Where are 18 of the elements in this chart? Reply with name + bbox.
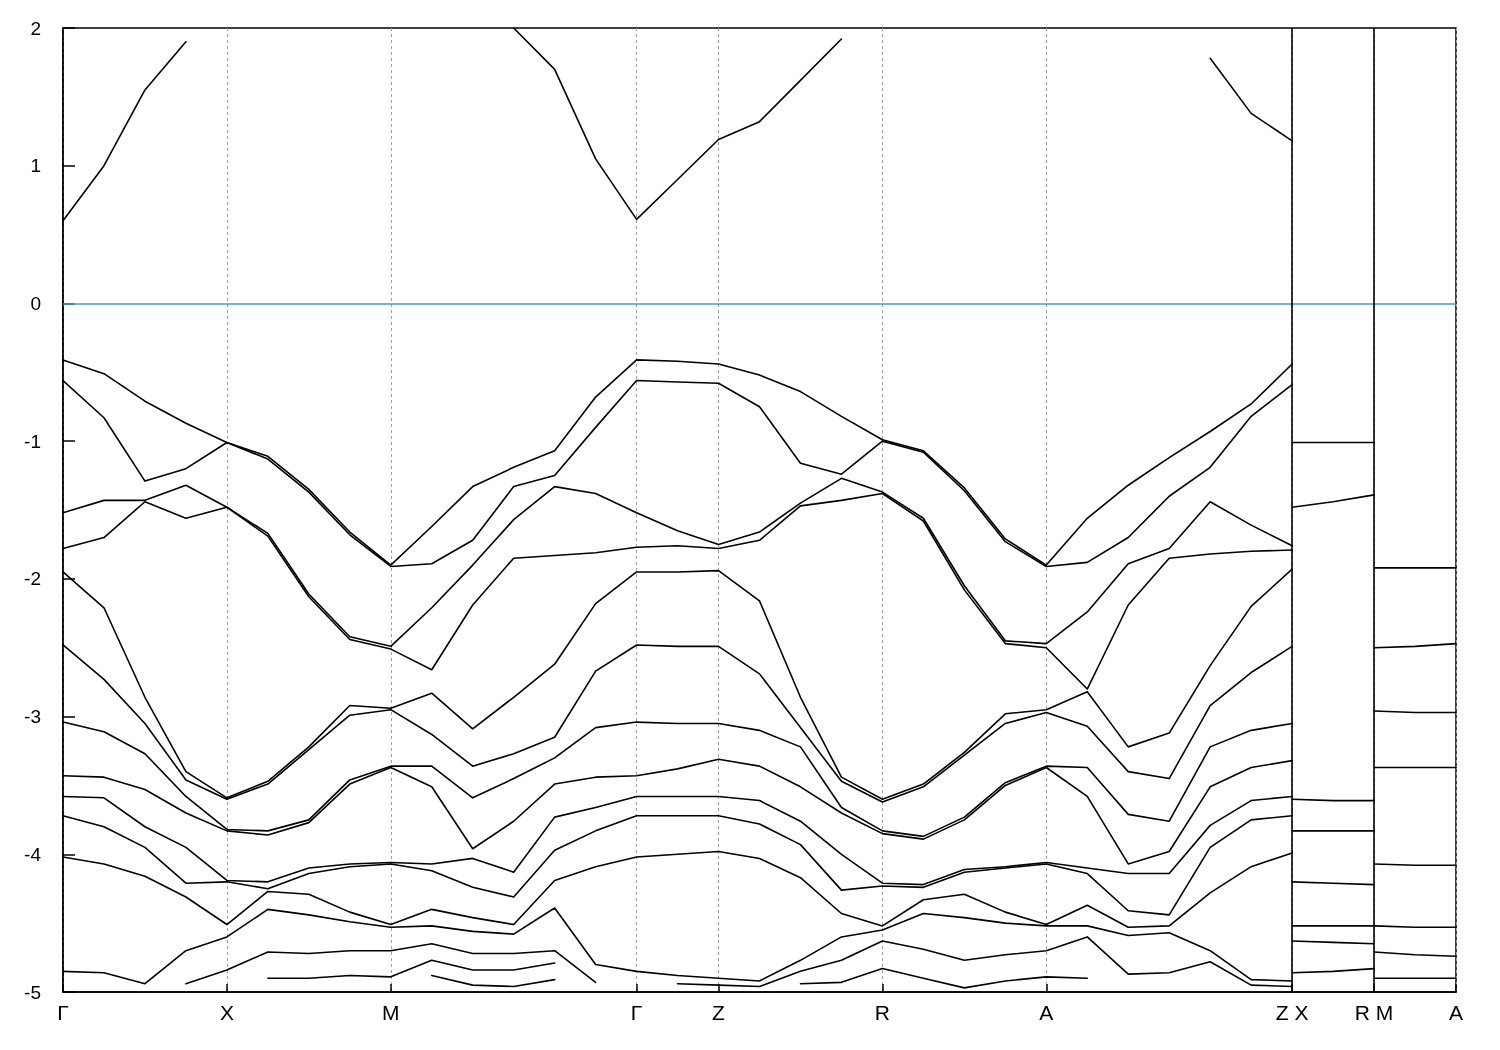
y-tick-label: -3	[24, 706, 41, 728]
y-tick-label: -4	[24, 843, 42, 865]
x-tick-label: R	[874, 1001, 890, 1024]
y-tick-label: 0	[30, 292, 41, 314]
x-tick-label: M	[382, 1001, 400, 1024]
y-tick-label: 2	[30, 17, 41, 39]
y-tick-label: -1	[24, 430, 41, 452]
x-tick-label: Γ	[57, 1001, 69, 1024]
x-tick-label: Γ	[630, 1001, 643, 1024]
y-tick-label: -2	[24, 568, 41, 590]
x-tick-label: X	[219, 1001, 234, 1024]
y-tick-label: 1	[30, 155, 41, 177]
x-tick-label: A	[1039, 1001, 1054, 1024]
x-tick-label: Z	[712, 1001, 726, 1024]
x-tick-label: R M	[1354, 1001, 1394, 1024]
y-tick-label: -5	[24, 981, 41, 1003]
x-tick-label: A	[1448, 1001, 1464, 1024]
x-tick-label: Z X	[1275, 1001, 1309, 1024]
